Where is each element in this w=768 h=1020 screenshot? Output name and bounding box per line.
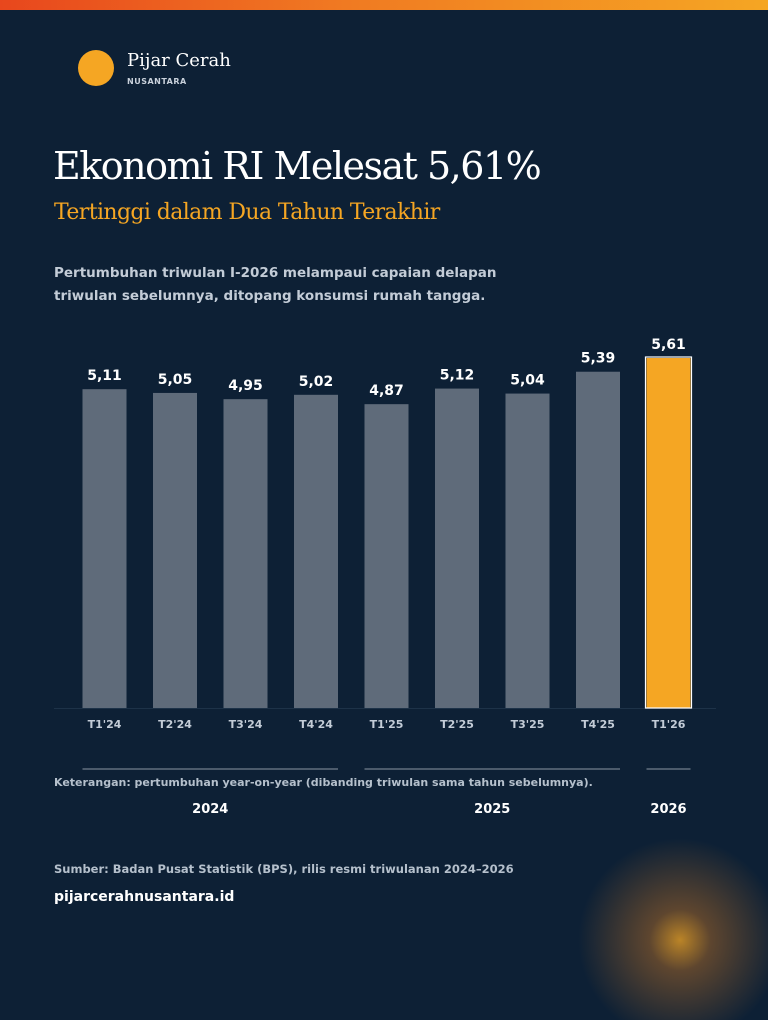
source-text: Sumber: Badan Pusat Statistik (BPS), ril… — [54, 862, 514, 876]
category-label-6: T3'25 — [511, 718, 545, 731]
page-subtitle: Tertinggi dalam Dua Tahun Terakhir — [54, 200, 440, 225]
value-label-1: 5,05 — [158, 372, 193, 388]
brand-name: Pijar Cerah — [127, 50, 231, 71]
bar-3 — [294, 394, 338, 708]
value-label-8: 5,61 — [651, 337, 686, 353]
website-link[interactable]: pijarcerahnusantara.id — [54, 889, 235, 905]
year-label-2: 2026 — [650, 802, 686, 817]
bar-chart: 5,11 T1'24 5,05 T2'24 4,95 T3'24 5,02 T4'24 4,87… — [54, 337, 716, 817]
bar-2 — [223, 399, 268, 708]
value-label-6: 5,04 — [510, 373, 545, 389]
year-label-0: 2024 — [192, 802, 228, 817]
chart-note: Keterangan: pertumbuhan year-on-year (di… — [54, 776, 593, 789]
highlight-outline — [644, 356, 693, 709]
value-label-2: 4,95 — [228, 378, 263, 394]
value-label-4: 4,87 — [369, 383, 404, 399]
bar-6 — [505, 393, 550, 708]
lead-paragraph: Pertumbuhan triwulan I-2026 melampaui ca… — [54, 265, 497, 304]
bar-0 — [82, 389, 127, 708]
year-label-1: 2025 — [474, 802, 510, 817]
accent-top-bar — [0, 0, 768, 10]
category-label-2: T3'24 — [229, 718, 263, 731]
category-label-8: T1'26 — [652, 718, 686, 731]
bar-5 — [435, 388, 479, 708]
page-title: Ekonomi RI Melesat 5,61% — [53, 144, 542, 188]
category-label-7: T4'25 — [581, 718, 615, 731]
category-label-0: T1'24 — [88, 718, 122, 731]
value-label-5: 5,12 — [440, 368, 475, 384]
value-label-3: 5,02 — [299, 374, 334, 390]
brand-logo-icon — [78, 50, 114, 86]
bar-1 — [153, 392, 197, 708]
bar-7 — [576, 371, 620, 708]
value-label-7: 5,39 — [581, 351, 616, 367]
bar-8 — [646, 358, 691, 708]
category-label-1: T2'24 — [158, 718, 192, 731]
category-label-3: T4'24 — [299, 718, 333, 731]
brand-subtitle: NUSANTARA — [127, 77, 187, 86]
value-label-0: 5,11 — [87, 368, 122, 384]
category-label-4: T1'25 — [370, 718, 404, 731]
category-label-5: T2'25 — [440, 718, 474, 731]
decorative-glow — [560, 820, 768, 1020]
bar-4 — [364, 404, 409, 708]
